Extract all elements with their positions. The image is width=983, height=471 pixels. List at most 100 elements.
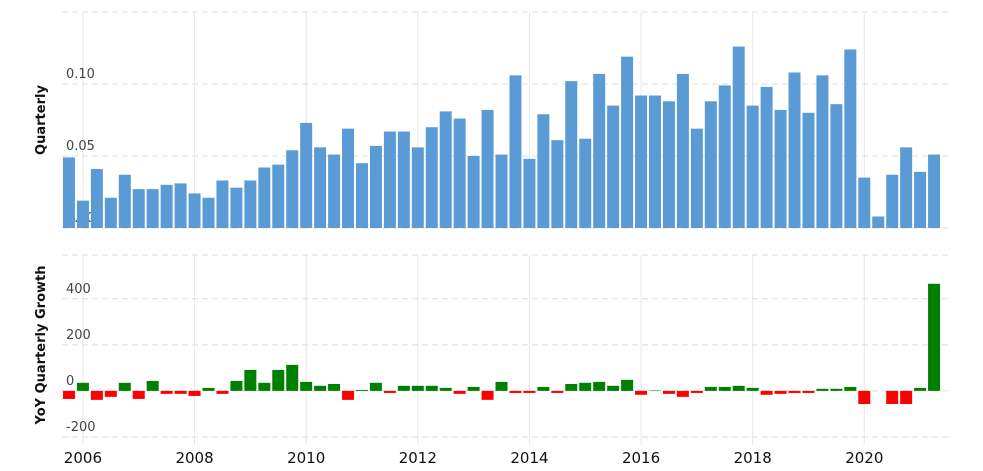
bar <box>397 131 410 228</box>
bar <box>830 388 843 391</box>
bar <box>146 380 159 391</box>
bar <box>160 184 173 228</box>
bar <box>90 390 103 400</box>
bar <box>355 163 368 228</box>
bar <box>300 122 313 228</box>
bar <box>188 193 201 228</box>
bar <box>146 189 159 228</box>
bar <box>802 390 815 393</box>
bar <box>676 390 689 397</box>
bar <box>760 86 773 228</box>
bar <box>425 385 438 391</box>
bar <box>816 388 829 391</box>
bar <box>258 167 271 228</box>
bar <box>774 390 787 394</box>
bar <box>858 177 871 228</box>
x-tick-label: 2016 <box>622 449 660 467</box>
bar <box>760 390 773 395</box>
bar <box>76 200 89 228</box>
bar <box>830 104 843 228</box>
bar <box>662 390 675 394</box>
bar <box>732 46 745 229</box>
x-tick-label: 2018 <box>734 449 772 467</box>
y-tick-label: 0.10 <box>66 67 95 82</box>
bar <box>886 174 899 228</box>
bar <box>579 382 592 391</box>
bar <box>481 390 494 400</box>
bar <box>509 390 522 393</box>
bar <box>286 150 299 228</box>
bar <box>202 197 215 228</box>
bar <box>495 381 508 391</box>
bar <box>704 386 717 391</box>
bar <box>467 386 480 391</box>
bar <box>523 158 536 228</box>
bar <box>816 75 829 228</box>
bar <box>914 171 927 228</box>
bar <box>579 138 592 228</box>
bar <box>439 387 452 391</box>
bar <box>551 390 564 393</box>
bar <box>132 189 145 228</box>
bar <box>118 174 131 228</box>
bar <box>746 105 759 228</box>
bar <box>160 390 173 394</box>
bar <box>914 387 927 391</box>
y-axis-title: Quarterly <box>34 85 49 155</box>
bar <box>928 283 941 391</box>
bar <box>802 112 815 228</box>
bar <box>593 73 606 228</box>
bar <box>565 81 578 229</box>
bar <box>425 127 438 228</box>
bar <box>495 154 508 228</box>
x-tick-label: 2020 <box>845 449 883 467</box>
bar <box>662 101 675 228</box>
bar <box>872 216 885 228</box>
bar <box>174 390 187 394</box>
x-tick-label: 2008 <box>175 449 213 467</box>
y-tick-label: 400 <box>66 282 91 297</box>
bar <box>537 386 550 391</box>
bar <box>383 131 396 228</box>
bar <box>718 85 731 228</box>
bar <box>118 382 131 391</box>
y-tick-label: -200 <box>66 420 96 435</box>
bar <box>216 390 229 394</box>
bar <box>481 109 494 228</box>
bar <box>355 389 368 391</box>
y-tick-label: 0.05 <box>66 139 95 154</box>
bar <box>62 390 75 399</box>
y-tick-label: 0 <box>66 374 74 389</box>
bar <box>635 95 648 229</box>
bar <box>565 383 578 391</box>
bar <box>523 390 536 393</box>
bar <box>676 73 689 228</box>
bar <box>230 380 243 391</box>
bar <box>258 382 271 391</box>
bar <box>439 111 452 228</box>
bar <box>732 385 745 391</box>
bar <box>621 56 634 228</box>
bar <box>607 105 620 228</box>
bar <box>746 387 759 391</box>
bar <box>788 72 801 228</box>
bar <box>216 180 229 228</box>
x-tick-label: 2010 <box>287 449 325 467</box>
bar <box>342 390 355 400</box>
bar <box>858 390 871 405</box>
bar <box>132 390 145 399</box>
bar <box>593 381 606 391</box>
bar <box>928 154 941 228</box>
bar <box>62 157 75 228</box>
bar <box>844 386 857 391</box>
bar <box>300 381 313 391</box>
bar <box>788 390 801 393</box>
bar <box>104 197 117 228</box>
bar <box>774 109 787 228</box>
bar <box>635 390 648 395</box>
bar <box>453 118 466 228</box>
bar <box>509 75 522 228</box>
bar <box>607 385 620 391</box>
bar <box>467 156 480 228</box>
